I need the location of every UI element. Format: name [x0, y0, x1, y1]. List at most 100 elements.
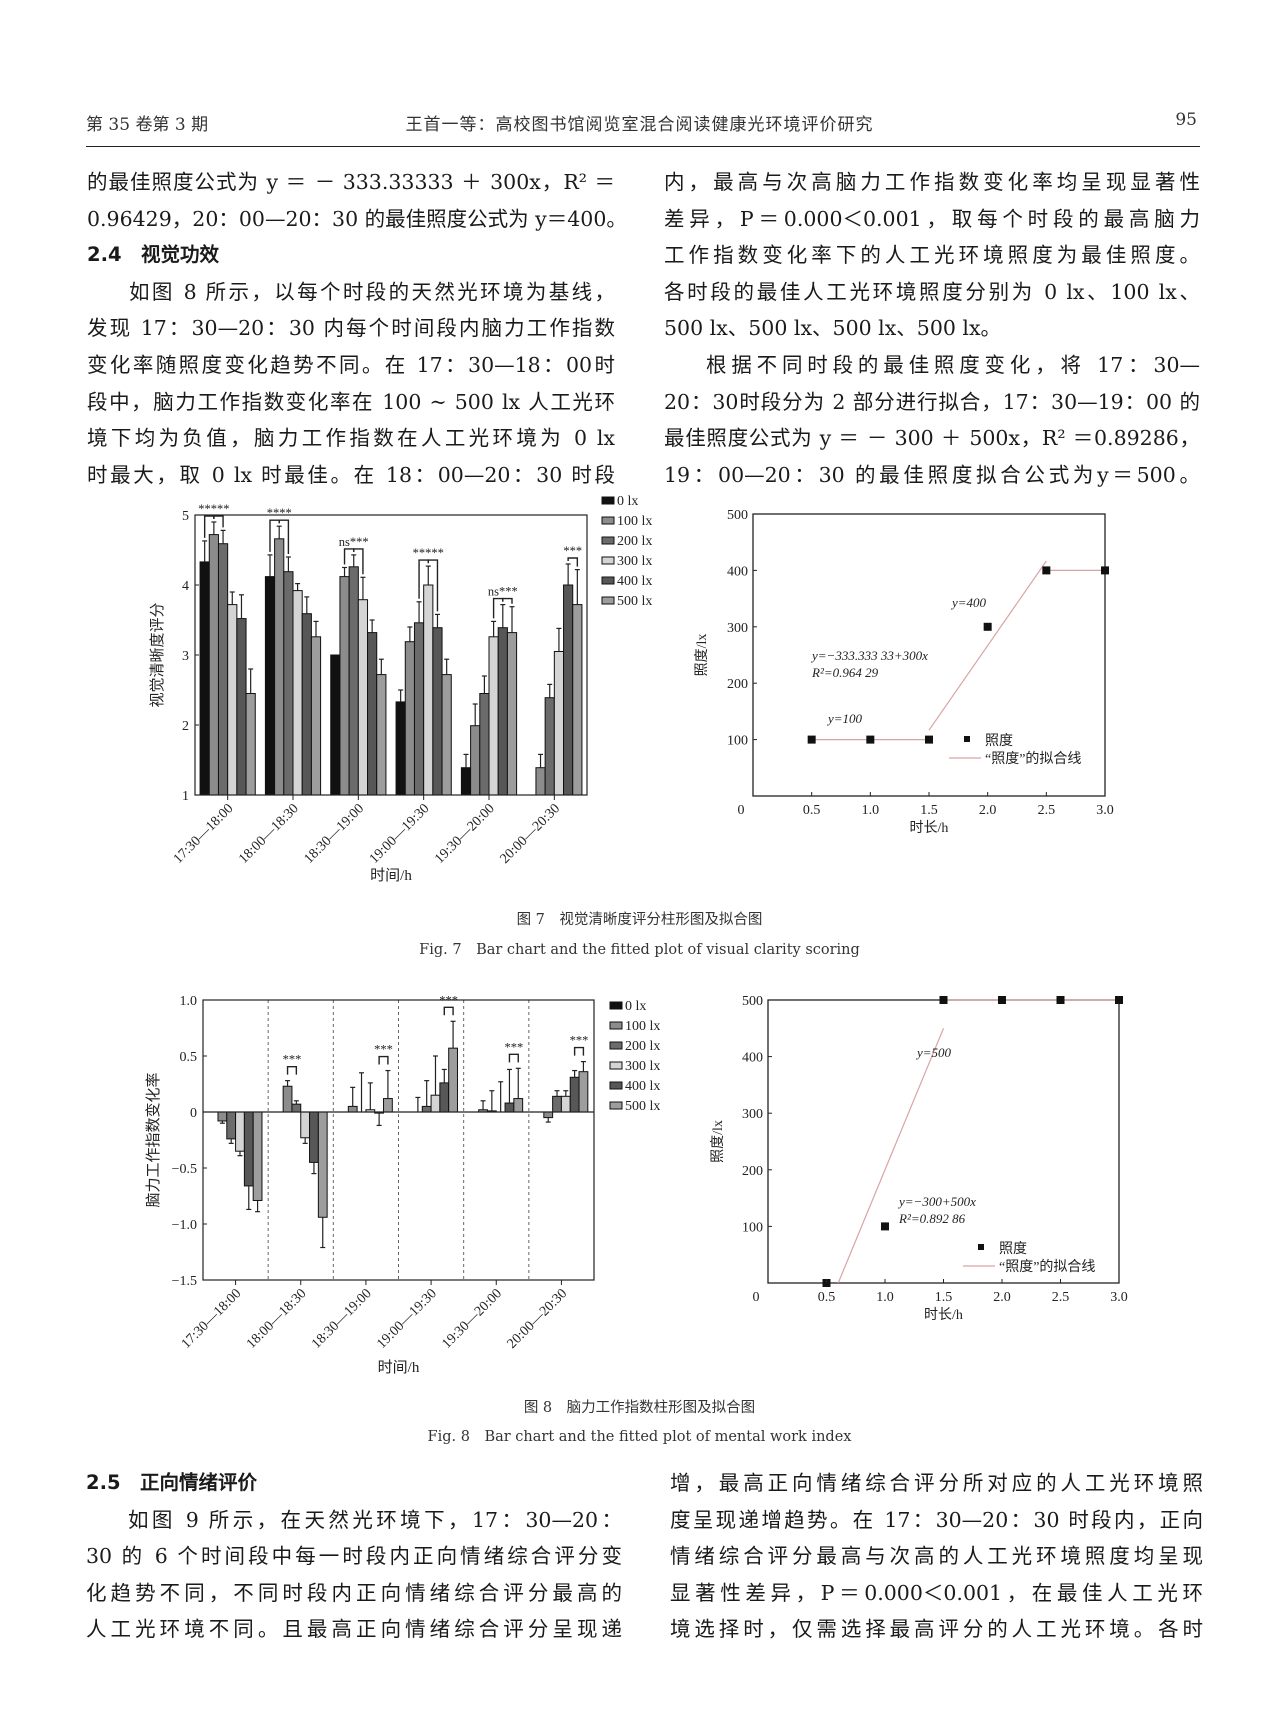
y-tick-label: 300 — [727, 621, 748, 636]
fit-annotation: R²=0.964 29 — [811, 665, 879, 680]
x-axis-label: 时间/h — [370, 867, 412, 884]
bar — [488, 636, 499, 796]
bar — [513, 1098, 524, 1113]
data-point — [983, 622, 992, 631]
legend-label: 0 lx — [625, 999, 646, 1014]
fit-annotation: y=−333.333 33+300x — [810, 648, 928, 663]
text-line: 20：30时段分为 2 部分进行拟合，17：30—19：00 的 — [664, 389, 1200, 414]
bar — [199, 561, 210, 796]
y-tick-label: 100 — [742, 1220, 763, 1235]
bar — [301, 613, 312, 796]
x-tick-label: 2.5 — [1052, 1290, 1070, 1305]
bar — [563, 584, 574, 796]
text-line: 500 lx、500 lx、500 lx、500 lx。 — [664, 316, 1002, 341]
legend-points-label: 照度 — [999, 1241, 1027, 1257]
x-tick-label: 1.5 — [935, 1290, 953, 1305]
text-line: 内，最高与次高脑力工作指数变化率均呈现显著性 — [664, 170, 1200, 194]
bar — [383, 1098, 393, 1113]
y-tick-label: 400 — [742, 1051, 763, 1066]
legend-label: 100 lx — [617, 514, 652, 529]
fit-line — [928, 560, 1047, 731]
bar — [448, 1047, 458, 1113]
significance-label: ns*** — [488, 585, 518, 599]
section-heading: 2.4 视觉功效 — [87, 243, 220, 267]
text-line: 如图 9 所示，在天然光环境下，17：30—20： — [128, 1507, 622, 1532]
legend-line-label: “照度”的拟合线 — [985, 751, 1081, 767]
significance-bracket — [378, 1055, 389, 1065]
y-tick-label: 1.0 — [180, 994, 198, 1009]
x-tick-label: 3.0 — [1110, 1290, 1128, 1305]
text-line: 境下均为负值，脑力工作指数在人工光环境为 0 lx — [87, 426, 615, 451]
y-tick-label: −1.0 — [172, 1218, 197, 1233]
bar — [309, 1111, 319, 1163]
text-line: 化趋势不同，不同时段内正向情绪综合评分最高的 — [86, 1580, 622, 1605]
y-tick-label: −0.5 — [172, 1162, 197, 1177]
legend-swatch — [609, 1041, 623, 1050]
x-tick-label: 18:30—19:00 — [309, 1286, 375, 1352]
bar — [291, 1103, 302, 1113]
significance-bracket — [278, 519, 290, 554]
significance-label: ns*** — [339, 535, 369, 549]
x-tick-label: 1.0 — [862, 803, 880, 818]
legend-swatch — [609, 1101, 623, 1110]
y-tick-label: 200 — [742, 1164, 763, 1179]
bar — [367, 632, 378, 796]
significance-bracket — [353, 548, 364, 575]
bar — [423, 584, 434, 796]
y-tick-label: 500 — [727, 508, 748, 523]
x-tick-label: 2.5 — [1038, 803, 1056, 818]
journal-issue: 第 35 卷第 3 期 — [86, 115, 209, 135]
bar — [348, 566, 359, 796]
bar — [310, 636, 322, 796]
significance-bracket — [213, 515, 224, 528]
x-axis-label: 时长/h — [910, 820, 949, 836]
data-point — [881, 1222, 889, 1231]
text-line: 19：00—20：30 的最佳照度拟合公式为y＝500。 — [664, 462, 1200, 487]
x-tick-label: 2.0 — [979, 803, 997, 818]
bottom-right-column: 增，最高正向情绪综合评分所对应的人工光环境照 度呈现递增趋势。在 17：30—20… — [670, 1465, 1203, 1648]
data-point — [1042, 566, 1051, 575]
bar — [243, 1111, 254, 1187]
bar — [578, 1071, 589, 1113]
bar — [226, 1111, 237, 1140]
text-line: 情绪综合评分最高与次高的人工光环境照度均呈现 — [670, 1544, 1203, 1569]
legend-label: 500 lx — [625, 1099, 660, 1114]
text-line: 显著性差异，P＝0.000＜0.001，在最佳人工光环 — [670, 1580, 1203, 1605]
bar — [421, 1105, 432, 1113]
text-line: 段中，脑力工作指数变化率在 100 ~ 500 lx 人工光环 — [87, 389, 615, 414]
significance-label: *** — [563, 544, 582, 558]
legend-swatch — [601, 576, 615, 585]
y-tick-label: 5 — [182, 509, 189, 524]
bar — [376, 674, 387, 796]
bar — [572, 604, 583, 796]
legend-label: 200 lx — [625, 1039, 660, 1054]
fig7-fit-chart: 0 0.5 1.0 1.5 2.0 2.5 3.0 100 200 300 400 500 时长/h 照度… — [694, 508, 1114, 836]
x-tick-label: 2.0 — [993, 1290, 1011, 1305]
significance-bracket — [508, 1053, 519, 1063]
text-line: 的最佳照度公式为 y ＝ － 333.33333 ＋ 300x，R² ＝ — [87, 170, 615, 194]
fig8-caption-en: Fig. 8 Bar chart and the fitted plot of … — [427, 1429, 852, 1445]
text-line: 时最大，取 0 lx 时最佳。在 18：00—20：30 时段 — [87, 462, 615, 487]
legend-label: 500 lx — [617, 594, 652, 609]
x-tick-label: 18:30—19:00 — [302, 801, 368, 867]
x-tick-label: 17:30—18:00 — [179, 1286, 245, 1352]
bar — [432, 627, 443, 796]
bar — [441, 674, 452, 796]
significance-bracket — [502, 597, 513, 604]
x-tick-label: 1.5 — [920, 803, 938, 818]
text-line: 增，最高正向情绪综合评分所对应的人工光环境照 — [670, 1471, 1203, 1495]
bar — [535, 767, 546, 796]
legend-swatch — [609, 1081, 623, 1090]
bar — [430, 1094, 441, 1113]
bar — [497, 627, 508, 796]
bar — [413, 622, 425, 796]
text-line: 30 的 6 个时间段中每一时段内正向情绪综合评分变 — [86, 1544, 622, 1569]
y-tick-label: 4 — [182, 579, 189, 594]
bar — [245, 693, 256, 796]
top-left-column: 的最佳照度公式为 y ＝ － 333.33333 ＋ 300x，R² ＝ 0.96… — [87, 164, 615, 493]
significance-label: *** — [283, 1053, 302, 1067]
y-tick-label: 200 — [727, 677, 748, 692]
data-point — [1101, 566, 1109, 575]
x-tick-label: 18:00—18:30 — [236, 801, 302, 867]
